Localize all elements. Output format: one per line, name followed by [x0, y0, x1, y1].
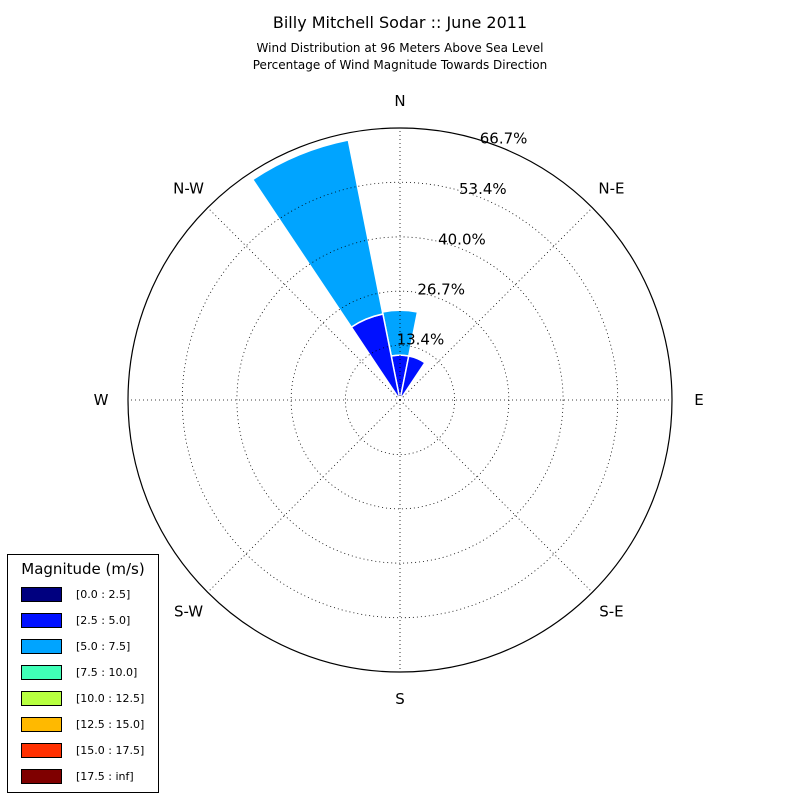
ring-label: 53.4%: [459, 180, 507, 198]
legend-label: [2.5 : 5.0]: [76, 614, 131, 627]
spoke-gridline: [399, 207, 593, 401]
chart-title: Billy Mitchell Sodar :: June 2011: [272, 13, 528, 32]
direction-label: N-E: [598, 180, 624, 198]
spoke-gridline: [207, 207, 401, 401]
legend-swatch: [21, 613, 62, 628]
ring-gridline: [181, 181, 619, 619]
direction-label: S: [395, 690, 405, 708]
direction-label: N-W: [173, 180, 204, 198]
legend-swatch: [21, 769, 62, 784]
wedge-0-bin-2: [381, 309, 419, 357]
legend-swatch: [21, 691, 62, 706]
legend-label: [15.0 : 17.5]: [76, 744, 145, 757]
legend-label: [17.5 : inf]: [76, 770, 134, 783]
outer-circle: [127, 127, 673, 673]
wedge-337.5-bin-2: [251, 139, 384, 329]
spoke-gridline: [399, 399, 593, 593]
direction-label: W: [94, 391, 109, 409]
spoke-gridline: [207, 399, 401, 593]
ring-label: 66.7%: [480, 130, 528, 148]
ring-gridline: [344, 344, 456, 456]
ring-label: 13.4%: [397, 331, 445, 349]
legend-label: [10.0 : 12.5]: [76, 692, 145, 705]
chart-subtitle-line1: Wind Distribution at 96 Meters Above Sea…: [256, 41, 544, 55]
chart-subtitle-line2: Percentage of Wind Magnitude Towards Dir…: [252, 58, 548, 72]
ring-gridline: [236, 236, 564, 564]
direction-label: S-W: [174, 602, 203, 620]
wedge-22.5-bin-1: [399, 355, 426, 401]
legend-label: [7.5 : 10.0]: [76, 666, 138, 679]
direction-label: E: [694, 391, 703, 409]
ring-label: 26.7%: [417, 280, 465, 298]
legend-swatch: [21, 665, 62, 680]
direction-label: S-E: [599, 602, 623, 620]
legend-swatch: [21, 743, 62, 758]
legend-swatch: [21, 587, 62, 602]
legend-swatch: [21, 639, 62, 654]
grid-layer: [127, 127, 673, 673]
legend: Magnitude (m/s) [0.0 : 2.5] [2.5 : 5.0] [5…: [7, 554, 159, 793]
legend-title: Magnitude (m/s): [21, 560, 145, 578]
legend-swatch: [21, 717, 62, 732]
legend-label: [12.5 : 15.0]: [76, 718, 145, 731]
sectors-layer: [251, 139, 426, 401]
ring-label: 40.0%: [438, 230, 486, 248]
legend-label: [0.0 : 2.5]: [76, 588, 131, 601]
direction-label: N: [394, 92, 405, 110]
legend-label: [5.0 : 7.5]: [76, 640, 131, 653]
labels-layer: 13.4% 26.7% 40.0% 53.4% 66.7% N N-E E S-E S S-W W N-…: [94, 92, 704, 708]
